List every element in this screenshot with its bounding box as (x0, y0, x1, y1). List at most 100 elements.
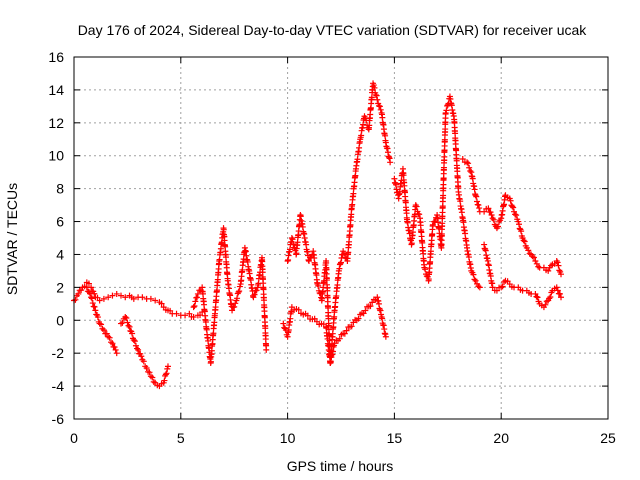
data-point-interp (132, 342, 139, 349)
data-point-interp (89, 300, 96, 307)
data-point-interp (546, 295, 553, 302)
series-trace-d-midday (190, 225, 270, 367)
y-tick-label: -2 (52, 345, 65, 361)
data-point-interp (470, 271, 477, 278)
y-tick-label: 10 (48, 148, 64, 164)
data-point-interp (161, 377, 168, 384)
data-point (472, 192, 479, 199)
chart-title: Day 176 of 2024, Sidereal Day-to-day VTE… (78, 22, 588, 38)
data-point-interp (149, 374, 156, 381)
x-tick-label: 10 (280, 430, 296, 446)
y-tick-label: -4 (52, 378, 65, 394)
data-point-interp (336, 335, 343, 342)
series-trace-e-noon (284, 80, 394, 367)
data-point (429, 221, 436, 228)
data-point-interp (98, 321, 105, 328)
data-marks (71, 80, 565, 390)
data-point (515, 218, 522, 225)
data-point-interp (373, 92, 380, 99)
data-point-interp (466, 164, 473, 171)
y-tick-label: 12 (48, 115, 64, 131)
data-point (485, 205, 492, 212)
data-point-interp (146, 369, 153, 376)
data-point-interp (316, 289, 323, 296)
data-point-interp (507, 197, 514, 204)
data-point-interp (150, 378, 157, 385)
data-point-interp (422, 266, 429, 273)
data-point-interp (370, 82, 377, 89)
data-point (109, 292, 116, 299)
x-tick-label: 0 (70, 430, 78, 446)
data-point-interp (443, 107, 450, 114)
data-point-interp (103, 330, 110, 337)
series-trace-b-descent (83, 284, 120, 357)
x-tick-label: 25 (600, 430, 616, 446)
data-point-interp (473, 193, 480, 200)
data-point-interp (94, 314, 101, 321)
data-point (459, 156, 466, 163)
data-point (126, 323, 133, 330)
data-point-interp (315, 282, 322, 289)
data-point-interp (520, 237, 527, 244)
data-point (489, 284, 496, 291)
y-tick-label: 2 (56, 279, 64, 295)
data-point (374, 96, 381, 103)
data-point-interp (91, 303, 98, 310)
data-point-interp (88, 295, 95, 302)
x-axis-label: GPS time / hours (287, 458, 394, 474)
data-point (280, 320, 287, 327)
y-tick-label: -6 (52, 411, 65, 427)
data-point-interp (499, 283, 506, 290)
data-point (117, 292, 124, 299)
data-point-interp (475, 202, 482, 209)
data-point (558, 294, 565, 301)
data-point-interp (163, 370, 170, 377)
data-point-interp (106, 334, 113, 341)
data-point (105, 294, 112, 301)
data-point-interp (348, 323, 355, 330)
y-tick-label: 8 (56, 181, 64, 197)
data-point (229, 307, 236, 314)
data-point (190, 313, 197, 320)
data-point-interp (476, 205, 483, 212)
data-point-interp (490, 216, 497, 223)
data-point-interp (123, 314, 130, 321)
data-point (92, 307, 99, 314)
data-point-interp (343, 327, 350, 334)
data-point (472, 277, 479, 284)
data-point (130, 295, 137, 302)
data-point-interp (467, 168, 474, 175)
data-point-interp (367, 303, 374, 310)
plot-frame (73, 56, 609, 420)
data-point (83, 284, 90, 291)
data-point-interp (556, 290, 563, 297)
data-point (545, 267, 552, 274)
data-point-interp (232, 300, 239, 307)
data-point-interp (473, 198, 480, 205)
data-point (186, 310, 193, 317)
data-point (147, 295, 154, 302)
y-tick-label: 4 (56, 246, 64, 262)
data-point-interp (236, 288, 243, 295)
data-point (532, 258, 539, 265)
data-point-interp (416, 211, 423, 218)
data-point (387, 159, 394, 166)
data-point (164, 363, 171, 370)
data-point (113, 290, 120, 297)
data-point-interp (125, 322, 132, 329)
data-point (105, 333, 112, 340)
data-point-interp (318, 294, 325, 301)
data-point-interp (362, 307, 369, 314)
data-point (464, 159, 471, 166)
data-point-interp (377, 106, 384, 113)
series-trace-i-evening-lower (481, 241, 565, 311)
data-point-interp (554, 259, 561, 266)
data-point (558, 271, 565, 278)
data-point-interp (134, 345, 141, 352)
data-point-interp (547, 294, 554, 301)
data-point-interp (129, 330, 136, 337)
data-point-interp (235, 289, 242, 296)
data-point (96, 297, 103, 304)
data-point-interp (124, 319, 131, 326)
axis-ticks: 0 5 10 15 20 25 -6 -4 -2 0 2 4 6 8 10 12 14 16 (48, 49, 616, 446)
